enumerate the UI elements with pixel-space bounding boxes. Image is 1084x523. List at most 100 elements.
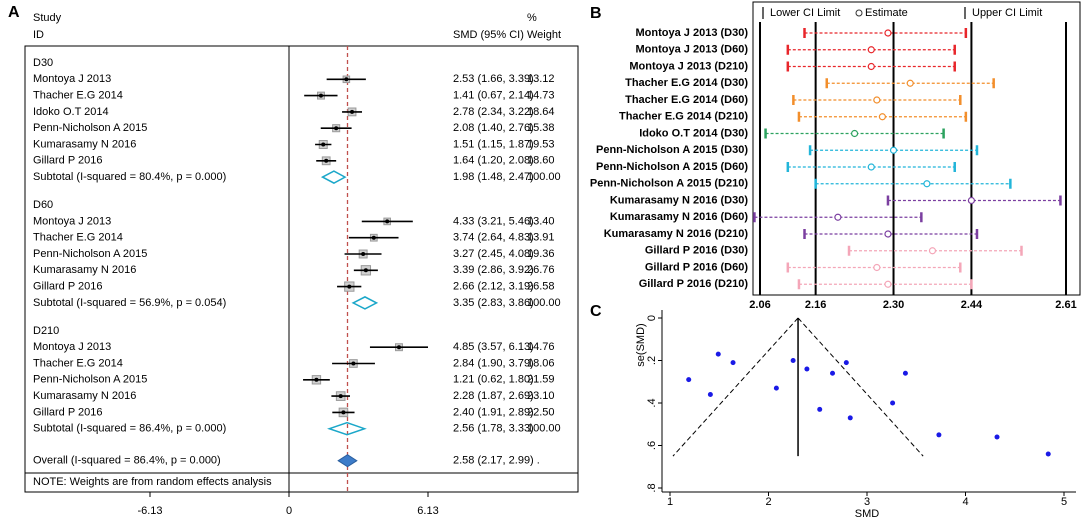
- x-tick-label: 1: [667, 496, 673, 508]
- subtotal-label: Subtotal (I-squared = 80.4%, p = 0.000): [33, 171, 226, 183]
- panel-letter: A: [8, 4, 20, 21]
- y-axis-label: se(SMD): [635, 323, 647, 366]
- ci-label: 2.53 (1.66, 3.39): [453, 73, 534, 85]
- ci-label: 2.08 (1.40, 2.76): [453, 122, 534, 134]
- ci-label: 3.39 (2.86, 3.92): [453, 264, 534, 276]
- x-tick-label: 2.06: [749, 299, 770, 311]
- row-label: Kumarasamy N 2016 (D30): [610, 194, 749, 206]
- legend-label: Lower CI Limit: [770, 7, 840, 19]
- legend-symbol: [855, 9, 863, 17]
- weight-label: 18.60: [527, 155, 555, 167]
- study-label: Idoko O.T 2014: [33, 106, 109, 118]
- estimate-marker: [967, 196, 976, 205]
- row-label: Montoya J 2013 (D210): [629, 60, 748, 72]
- study-label: Kumarasamy N 2016: [33, 138, 136, 150]
- ci-label: 2.58 (2.17, 2.99) .: [453, 455, 540, 467]
- estimate-point: [338, 394, 343, 399]
- study-label: Kumarasamy N 2016: [33, 264, 136, 276]
- ci-label: 2.56 (1.78, 3.33): [453, 423, 534, 435]
- estimate-point: [318, 93, 323, 98]
- row-label: Gillard P 2016 (D30): [645, 245, 748, 257]
- x-tick-label: 2.44: [961, 299, 983, 311]
- estimate-marker: [873, 263, 881, 272]
- note: NOTE: Weights are from random effects an…: [33, 476, 272, 488]
- legend-label: Estimate: [865, 7, 908, 19]
- estimate-marker: [906, 79, 914, 87]
- study-point: [1045, 451, 1051, 457]
- study-point: [890, 400, 896, 406]
- estimate-point: [361, 252, 366, 256]
- estimate-point: [363, 268, 368, 273]
- estimate-point: [385, 219, 390, 224]
- x-tick-label: 2.61: [1055, 299, 1076, 311]
- x-tick-label: 3: [864, 496, 870, 508]
- estimate-marker: [878, 113, 887, 121]
- funnel-edge: [672, 317, 799, 457]
- ci-label: 4.33 (3.21, 5.46): [453, 215, 534, 227]
- estimate-marker: [923, 180, 931, 188]
- study-point: [817, 406, 823, 412]
- weight-label: 21.59: [527, 374, 555, 386]
- row-label: Penn-Nicholson A 2015 (D210): [590, 178, 748, 190]
- x-tick-label: 2.30: [883, 299, 904, 311]
- estimate-marker: [867, 62, 875, 71]
- estimate-point: [324, 158, 329, 163]
- study-label: Penn-Nicholson A 2015: [33, 122, 147, 134]
- header: SMD (95% CI): [453, 29, 524, 41]
- study-point: [715, 351, 721, 357]
- estimate-point: [344, 77, 349, 82]
- y-tick-label: .2: [646, 356, 658, 365]
- x-tick-label: 6.13: [417, 505, 438, 517]
- study-point: [994, 434, 1000, 440]
- weight-label: 22.50: [527, 406, 555, 418]
- weight-label: 15.38: [527, 122, 555, 134]
- y-tick-label: .8: [646, 483, 658, 492]
- study-point: [707, 392, 713, 397]
- row-label: Kumarasamy N 2016 (D210): [604, 228, 749, 240]
- ci-label: 2.84 (1.90, 3.79): [453, 357, 534, 369]
- ci-label: 1.51 (1.15, 1.87): [453, 138, 534, 150]
- weight-label: 18.06: [527, 357, 555, 369]
- row-label: Thacher E.G 2014 (D210): [619, 111, 748, 123]
- study-point: [936, 432, 942, 438]
- estimate-point: [321, 142, 326, 147]
- ci-label: 2.78 (2.34, 3.22): [453, 106, 534, 118]
- group-label: D210: [33, 325, 59, 337]
- estimate-marker: [873, 96, 881, 104]
- row-label: Kumarasamy N 2016 (D60): [610, 211, 749, 223]
- study-label: Kumarasamy N 2016: [33, 390, 136, 402]
- estimate-point: [334, 126, 339, 131]
- study-label: Gillard P 2016: [33, 281, 103, 293]
- group-label: D30: [33, 57, 53, 69]
- study-point: [773, 385, 779, 391]
- header: Weight: [527, 29, 561, 41]
- study-point: [830, 370, 836, 376]
- x-tick-label: 5: [1061, 496, 1067, 508]
- estimate-marker: [884, 230, 892, 238]
- y-tick-label: 0: [646, 315, 658, 321]
- study-point: [730, 360, 736, 366]
- estimate-point: [347, 284, 352, 289]
- study-point: [847, 415, 853, 421]
- ci-label: 1.41 (0.67, 2.14): [453, 90, 534, 102]
- legend-label: Upper CI Limit: [972, 7, 1042, 19]
- ci-label: 2.28 (1.87, 2.69): [453, 390, 534, 402]
- weight-label: 26.76: [527, 264, 555, 276]
- weight-label: 100.00: [527, 171, 561, 183]
- header: ID: [33, 29, 44, 41]
- study-label: Thacher E.G 2014: [33, 357, 123, 369]
- ci-label: 1.98 (1.48, 2.47): [453, 171, 534, 183]
- group-label: D60: [33, 199, 53, 211]
- row-label: Idoko O.T 2014 (D30): [639, 127, 748, 139]
- row-label: Montoya J 2013 (D30): [636, 27, 749, 39]
- funnel-edge: [797, 317, 924, 457]
- ci-label: 3.27 (2.45, 4.08): [453, 248, 534, 260]
- row-label: Penn-Nicholson A 2015 (D60): [596, 161, 748, 173]
- weight-label: 18.64: [527, 106, 555, 118]
- subtotal-diamond: [351, 296, 379, 310]
- row-label: Gillard P 2016 (D210): [639, 278, 749, 290]
- study-label: Thacher E.G 2014: [33, 90, 123, 102]
- estimate-point: [350, 109, 355, 114]
- x-tick-label: -6.13: [137, 505, 162, 517]
- study-point: [790, 358, 796, 363]
